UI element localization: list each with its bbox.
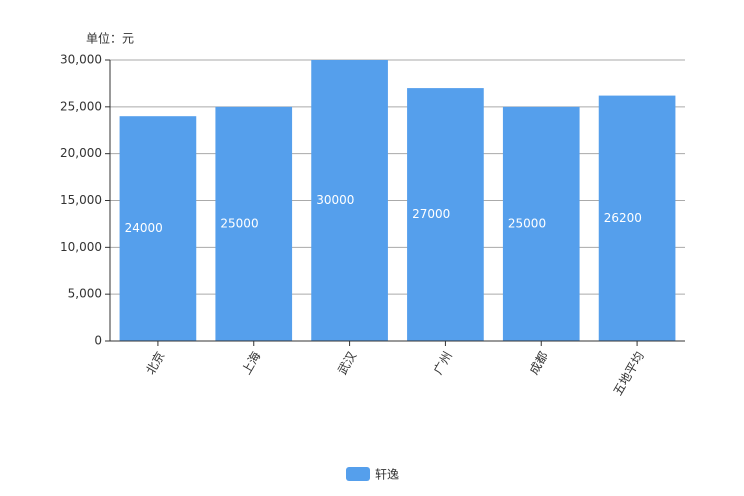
value-label: 24000: [125, 221, 163, 235]
x-tick-label: 上海: [238, 349, 263, 377]
bar: [407, 88, 484, 341]
y-tick-label: 25,000: [60, 99, 102, 113]
bar: [502, 106, 580, 341]
x-tick-label: 广州: [431, 349, 455, 377]
y-axis-label: 单位：元: [86, 31, 134, 46]
legend-swatch: [346, 467, 370, 481]
x-tick-label: 成都: [527, 349, 551, 377]
value-label: 25000: [220, 216, 258, 230]
y-tick-label: 30,000: [60, 53, 102, 67]
y-tick-label: 20,000: [60, 146, 102, 160]
value-label: 26200: [604, 211, 642, 225]
y-tick-label: 15,000: [60, 193, 102, 207]
x-tick-label: 北京: [143, 349, 167, 377]
y-tick-label: 5,000: [68, 287, 102, 301]
bar: [598, 95, 676, 342]
value-label: 30000: [316, 193, 354, 207]
bar: [311, 60, 388, 341]
x-tick-label: 武汉: [335, 349, 359, 377]
value-label: 27000: [412, 207, 450, 221]
value-label: 25000: [508, 216, 546, 230]
y-tick-label: 0: [94, 334, 102, 348]
x-tick-label: 五地平均: [611, 349, 647, 398]
legend-label: 轩逸: [375, 468, 399, 482]
y-tick-label: 10,000: [60, 240, 102, 254]
bar: [215, 106, 293, 341]
bar: [119, 116, 197, 341]
